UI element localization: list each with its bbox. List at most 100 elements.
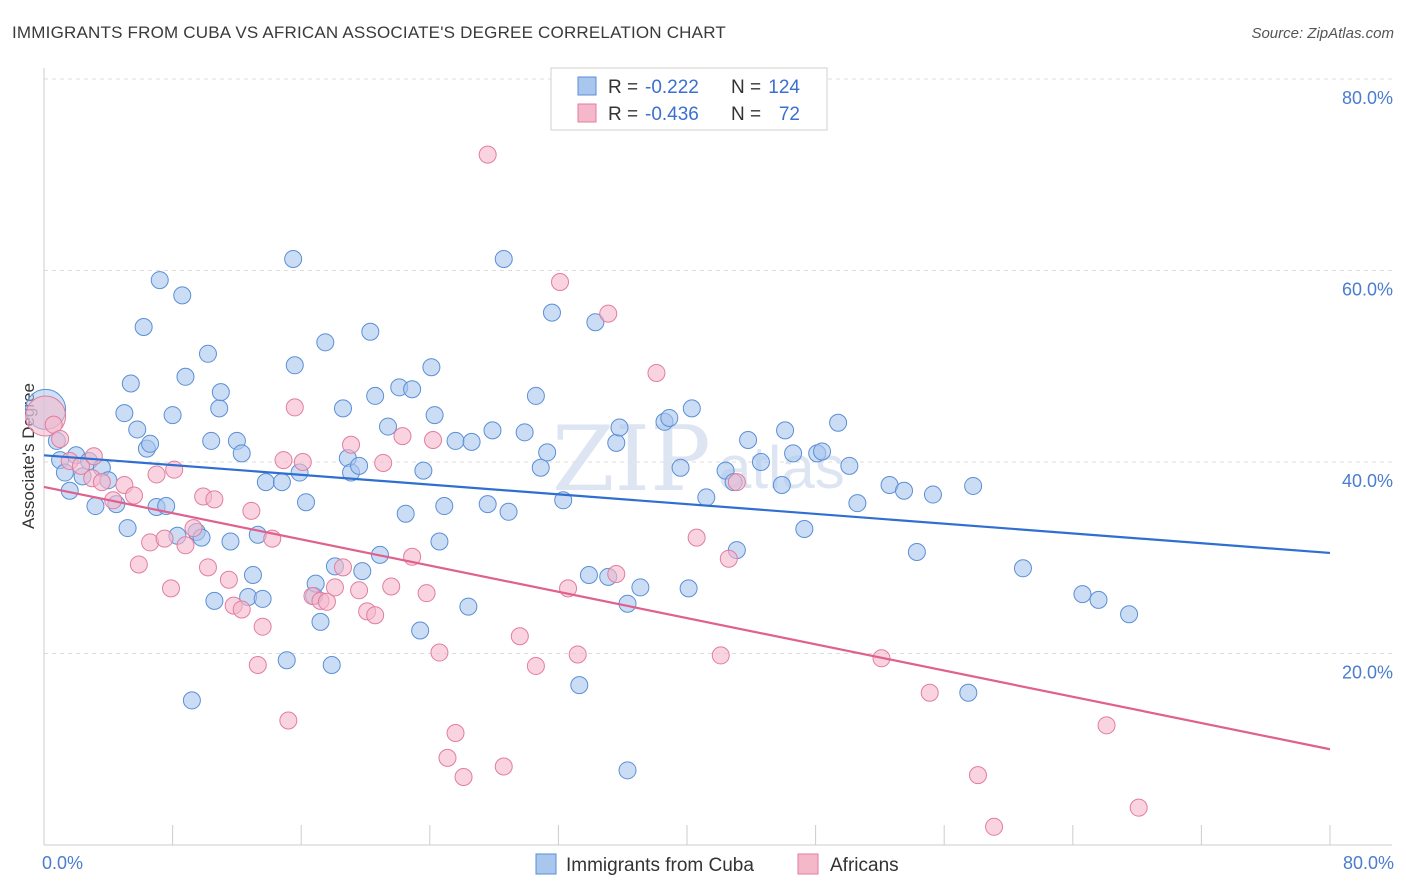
point-cuba-59 [361, 322, 380, 341]
point-africans-50 [454, 768, 473, 787]
point-africans-40 [366, 606, 385, 625]
point-cuba-51 [316, 333, 335, 352]
point-cuba-14 [121, 374, 140, 393]
point-africans-55 [551, 272, 570, 291]
point-africans-63 [719, 549, 738, 568]
point-cuba-114 [959, 683, 978, 702]
point-africans-54 [526, 656, 545, 675]
point-cuba-98 [697, 488, 716, 507]
point-africans-48 [438, 748, 457, 767]
point-cuba-52 [322, 655, 341, 674]
point-cuba-123 [829, 413, 848, 432]
point-africans-58 [599, 304, 618, 323]
point-cuba-8 [86, 497, 105, 516]
point-africans-45 [417, 584, 436, 603]
point-cuba-108 [840, 456, 859, 475]
point-cuba-105 [795, 520, 814, 539]
point-cuba-80 [526, 386, 545, 405]
point-cuba-41 [256, 473, 275, 492]
point-africans-71 [84, 447, 103, 466]
point-cuba-75 [478, 495, 497, 514]
point-africans-70 [1129, 798, 1148, 817]
point-cuba-29 [198, 344, 217, 363]
grid-lines [44, 78, 1392, 654]
series-immigrants-from-cuba [25, 250, 1139, 780]
point-africans-28 [274, 451, 293, 470]
point-africans-36 [333, 558, 352, 577]
point-cuba-26 [182, 691, 201, 710]
point-africans-37 [342, 435, 361, 454]
point-cuba-22 [163, 406, 182, 425]
point-cuba-81 [531, 458, 550, 477]
point-africans-66 [920, 683, 939, 702]
point-cuba-111 [895, 481, 914, 500]
point-cuba-30 [202, 431, 221, 450]
point-cuba-120 [618, 761, 637, 780]
point-cuba-76 [483, 421, 502, 440]
point-cuba-115 [964, 476, 983, 495]
point-africans-53 [510, 627, 529, 646]
point-cuba-82 [538, 443, 557, 462]
point-cuba-20 [150, 271, 169, 290]
point-africans-30 [285, 398, 304, 417]
point-cuba-87 [586, 313, 605, 332]
trend-lines [43, 454, 1331, 751]
point-africans-13 [155, 529, 174, 548]
legend: R = -0.222 N = 124 R = -0.436 N = 72 [550, 67, 828, 131]
point-cuba-103 [772, 475, 791, 494]
point-cuba-32 [210, 399, 229, 418]
x-tick-label-max: 80.0% [1343, 853, 1394, 873]
point-cuba-40 [253, 589, 272, 608]
point-africans-51 [478, 145, 497, 164]
point-cuba-92 [631, 578, 650, 597]
point-cuba-112 [907, 543, 926, 562]
point-africans-52 [494, 757, 513, 776]
legend-r-label-cuba: R = [608, 77, 638, 98]
legend-swatch-cuba [577, 76, 597, 96]
point-africans-67 [968, 766, 987, 785]
point-cuba-25 [176, 367, 195, 386]
point-cuba-70 [430, 532, 449, 551]
point-cuba-95 [671, 458, 690, 477]
point-cuba-77 [494, 250, 513, 269]
point-africans-2 [51, 430, 70, 449]
point-cuba-117 [1073, 585, 1092, 604]
trend-line-africans [43, 485, 1331, 751]
legend-box [550, 67, 828, 131]
point-cuba-73 [459, 597, 478, 616]
legend-n-label-africans: N = [731, 104, 761, 125]
point-cuba-47 [297, 493, 316, 512]
y-tick-label-60: 60.0% [1342, 280, 1393, 300]
point-africans-24 [242, 501, 261, 520]
point-africans-16 [176, 536, 195, 555]
point-cuba-58 [353, 562, 372, 581]
point-cuba-54 [333, 399, 352, 418]
point-cuba-64 [396, 504, 415, 523]
point-cuba-74 [462, 432, 481, 451]
point-cuba-69 [425, 406, 444, 425]
point-cuba-34 [221, 532, 240, 551]
watermark-zip: ZIP [552, 407, 711, 512]
point-africans-42 [382, 577, 401, 596]
point-cuba-121 [739, 430, 758, 449]
point-cuba-113 [923, 485, 942, 504]
point-cuba-43 [277, 651, 296, 670]
point-cuba-50 [311, 612, 330, 631]
point-cuba-12 [115, 404, 134, 423]
point-africans-17 [184, 519, 203, 538]
point-cuba-78 [499, 502, 518, 521]
point-cuba-38 [243, 565, 262, 584]
point-africans-35 [325, 578, 344, 597]
point-cuba-72 [446, 431, 465, 450]
point-cuba-31 [205, 591, 224, 610]
point-africans-41 [374, 453, 393, 472]
point-cuba-109 [848, 494, 867, 513]
point-africans-49 [446, 723, 465, 742]
point-cuba-116 [1013, 559, 1032, 578]
legend-r-value-africans: -0.436 [645, 104, 699, 125]
point-cuba-65 [403, 380, 422, 399]
chart-source: Source: ZipAtlas.com [1251, 25, 1394, 42]
x-axis-ticks [43, 825, 1331, 845]
legend-r-value-cuba: -0.222 [645, 77, 699, 98]
